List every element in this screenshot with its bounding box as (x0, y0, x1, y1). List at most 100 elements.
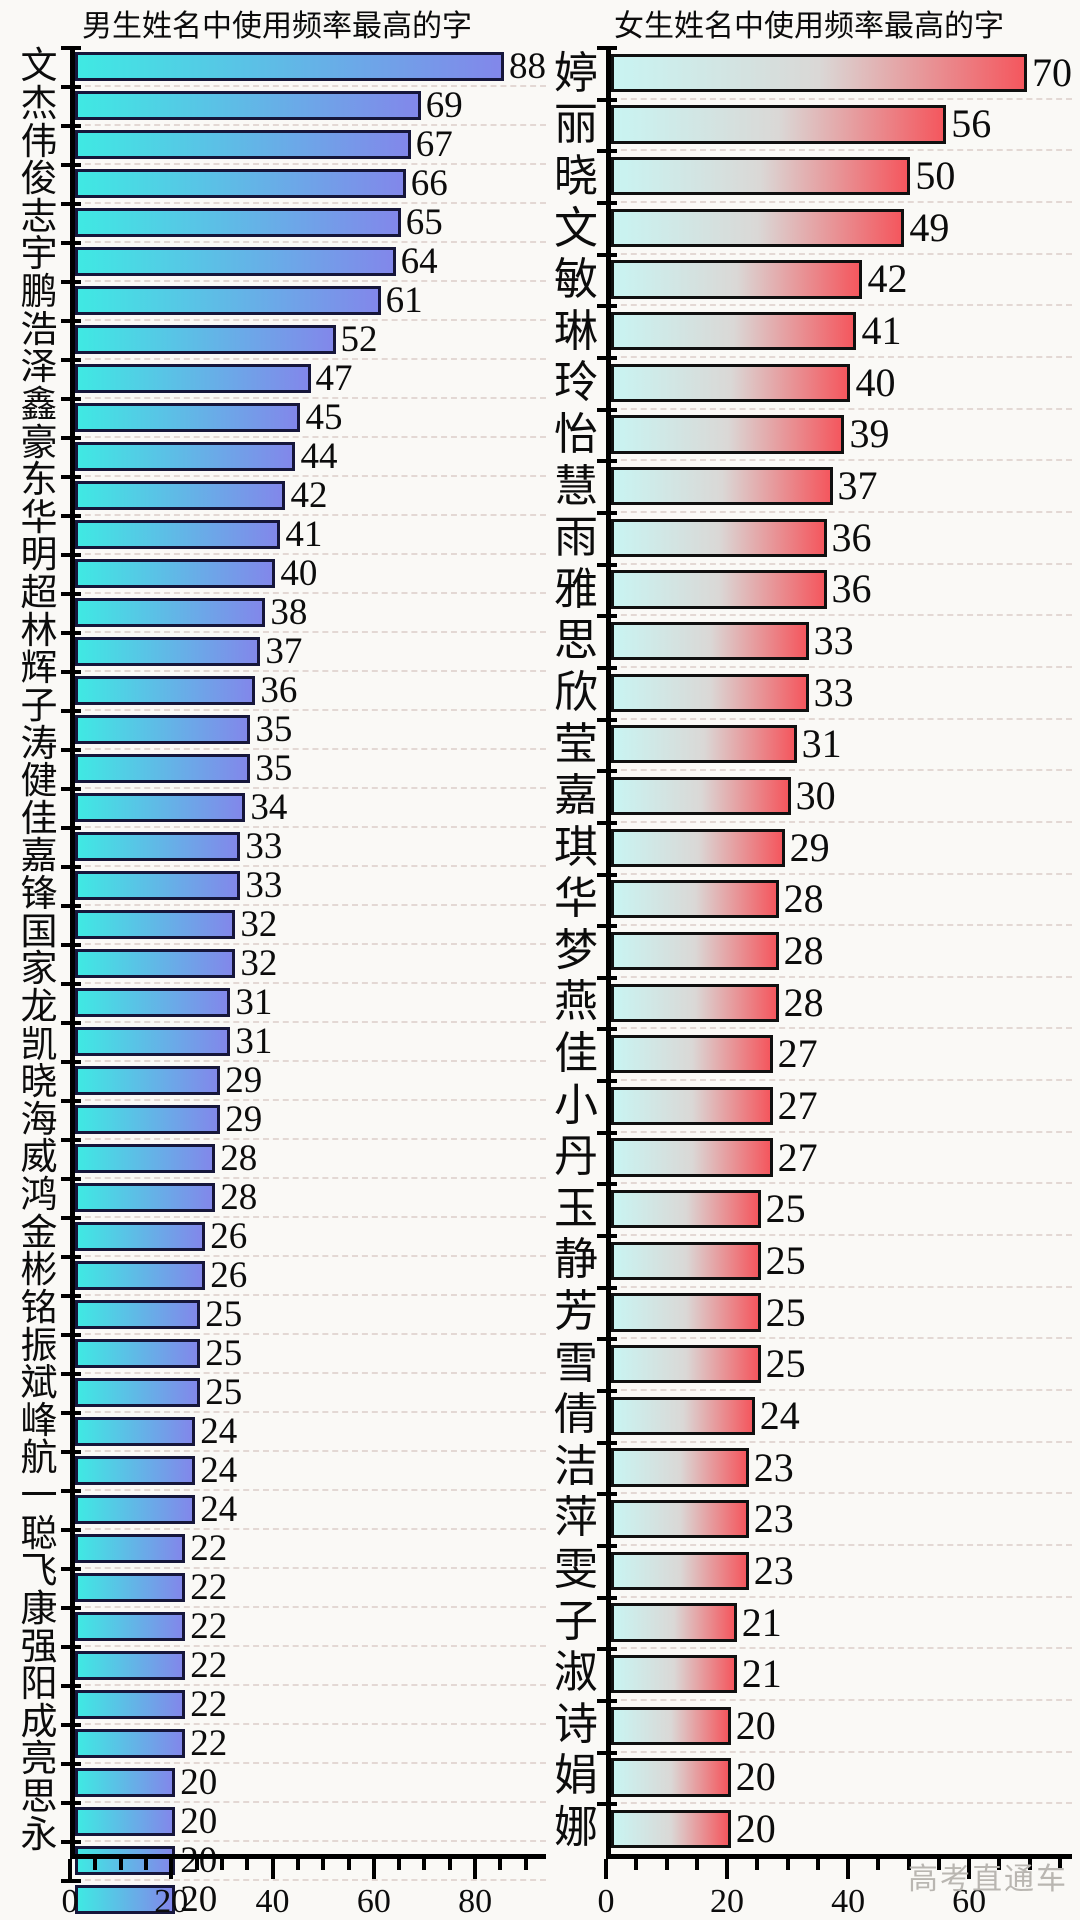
value-label: 36 (831, 566, 872, 612)
category-label: 玉 (554, 1183, 598, 1233)
bar-row: 33 (61, 865, 546, 906)
category-label: 泽 (20, 347, 58, 389)
bar (611, 1706, 731, 1745)
category-label: 一 (20, 1476, 58, 1518)
bar-row: 22 (61, 1606, 546, 1647)
bar (611, 1293, 761, 1332)
value-label: 20 (735, 1754, 776, 1800)
bar (611, 1448, 749, 1487)
value-label: 37 (837, 463, 878, 509)
bar-row: 25 (61, 1294, 546, 1335)
bar (611, 880, 779, 919)
bar-row: 66 (61, 163, 546, 204)
bar-row: 32 (61, 943, 546, 984)
value-label: 25 (765, 1289, 806, 1335)
bar (75, 1534, 186, 1563)
bar (75, 247, 396, 276)
bar (75, 169, 406, 198)
x-axis-tick-label: 0 (597, 1883, 615, 1920)
bar-row: 35 (61, 748, 546, 789)
value-label: 31 (235, 1021, 273, 1062)
bar-row: 28 (597, 924, 1072, 978)
category-label: 亮 (20, 1739, 58, 1781)
value-label: 20 (735, 1806, 776, 1852)
x-axis-major-tick (967, 1859, 972, 1879)
bar-row: 24 (61, 1411, 546, 1452)
value-label: 24 (759, 1392, 800, 1438)
bar (75, 208, 401, 237)
boys-plot-wrap: 88 69 67 66 65 64 61 52 47 45 44 42 41 4… (61, 46, 546, 1920)
category-label: 锋 (20, 874, 58, 916)
bar (75, 1495, 196, 1524)
bar (75, 910, 236, 939)
value-label: 20 (180, 1879, 218, 1920)
bar (75, 1183, 216, 1212)
bar (611, 1396, 755, 1435)
category-label: 小 (554, 1080, 598, 1130)
category-label: 子 (554, 1596, 598, 1646)
value-label: 32 (240, 904, 278, 945)
value-label: 31 (801, 721, 842, 767)
value-label: 40 (855, 359, 896, 405)
value-label: 25 (205, 1372, 243, 1413)
bar (75, 1729, 186, 1758)
category-label: 振 (20, 1325, 58, 1367)
category-label: 国 (20, 911, 58, 953)
bar (611, 363, 851, 402)
x-axis-minor-tick (755, 1859, 760, 1870)
category-label: 鹏 (20, 272, 58, 314)
category-label: 芳 (554, 1287, 598, 1337)
category-label: 欣 (554, 667, 598, 717)
bar-row: 52 (61, 319, 546, 360)
value-label: 24 (200, 1411, 238, 1452)
bar-row: 31 (61, 1021, 546, 1062)
bar-row: 22 (61, 1567, 546, 1608)
x-axis-minor-tick (906, 1859, 911, 1870)
category-label: 佳 (554, 1029, 598, 1079)
bar-row: 22 (61, 1528, 546, 1569)
value-label: 23 (753, 1496, 794, 1542)
category-label: 金 (20, 1212, 58, 1254)
value-label: 23 (753, 1444, 794, 1490)
bar (611, 1551, 749, 1590)
bar-row: 33 (597, 614, 1072, 668)
category-label: 慧 (554, 461, 598, 511)
x-axis-major-tick (169, 1859, 174, 1879)
category-label: 威 (20, 1137, 58, 1179)
girls-plot-area: 70 56 50 49 42 41 40 39 37 36 36 33 33 3… (597, 46, 1072, 1854)
value-label: 36 (831, 514, 872, 560)
x-axis-major-tick (270, 1859, 275, 1879)
bar (611, 931, 779, 971)
bar-row: 37 (61, 631, 546, 672)
value-label: 21 (741, 1599, 782, 1645)
category-label: 洁 (554, 1441, 598, 1491)
x-axis-major-tick (846, 1859, 851, 1879)
x-axis-minor-tick (997, 1859, 1002, 1870)
bar-row: 28 (597, 975, 1072, 1030)
bar (75, 481, 286, 510)
value-label: 35 (255, 709, 293, 750)
value-label: 33 (813, 669, 854, 715)
category-label: 强 (20, 1626, 58, 1668)
category-label: 诗 (554, 1699, 598, 1749)
value-label: 47 (315, 358, 353, 399)
bar-row: 56 (597, 97, 1072, 152)
bar-row: 37 (597, 459, 1072, 513)
bar-row: 21 (597, 1595, 1072, 1650)
category-label: 健 (20, 761, 58, 803)
bar (75, 871, 241, 900)
bar (75, 1300, 201, 1329)
value-label: 31 (235, 982, 273, 1023)
bar-row: 29 (597, 820, 1072, 875)
bar (611, 1758, 731, 1797)
bar-row: 24 (61, 1489, 546, 1530)
category-label: 华 (554, 874, 598, 924)
category-label: 鑫 (20, 384, 58, 426)
x-axis-minor-tick (876, 1859, 881, 1870)
category-label: 文 (554, 203, 598, 253)
bar (611, 983, 779, 1022)
value-label: 66 (410, 163, 448, 204)
value-label: 27 (777, 1134, 818, 1180)
bar (75, 949, 236, 978)
